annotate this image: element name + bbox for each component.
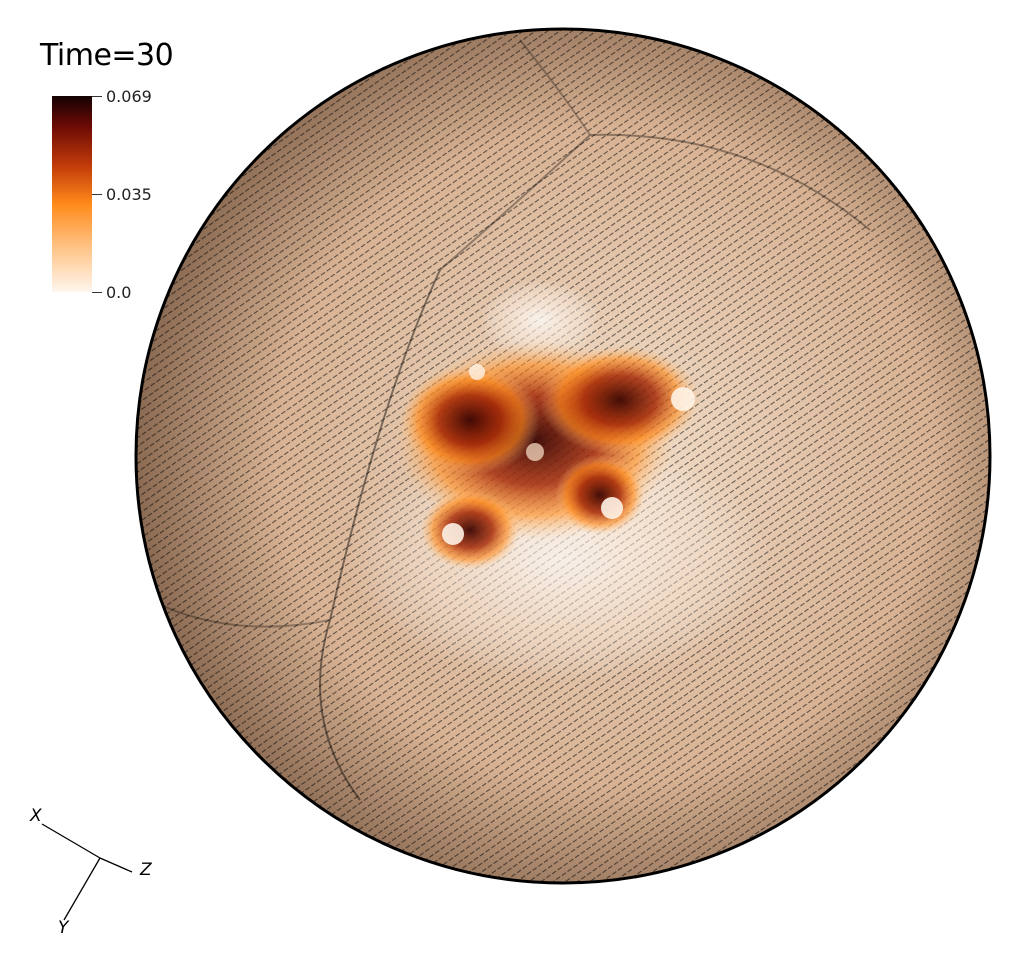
mesh-seam	[439, 133, 871, 271]
colorbar-tick-mid	[92, 194, 102, 195]
time-label: Time=30	[40, 38, 174, 73]
mesh-seam	[319, 269, 441, 801]
vortex-core	[469, 364, 485, 380]
axis-y-label: Y	[58, 918, 69, 938]
colorbar-min-label: 0.0	[106, 283, 132, 302]
axis-x-label: X	[30, 806, 42, 826]
axis-z-label: Z	[140, 860, 152, 880]
colorbar-max-label: 0.069	[106, 87, 152, 106]
colorbar-tick-max	[92, 96, 102, 97]
vortex-core	[526, 443, 544, 461]
vortex-core	[601, 497, 623, 519]
colorbar-tick-min	[92, 292, 102, 293]
orientation-axes-lines	[41, 823, 133, 921]
colorbar-gradient	[52, 96, 92, 292]
vortex-core	[671, 387, 695, 411]
vortex-core	[442, 523, 464, 545]
mesh-seam	[149, 39, 591, 628]
colorbar-mid-label: 0.035	[106, 185, 152, 204]
